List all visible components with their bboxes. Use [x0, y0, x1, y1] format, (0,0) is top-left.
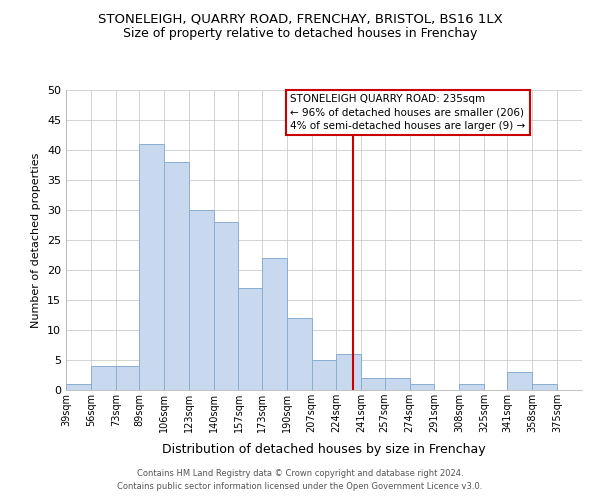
Bar: [238, 288, 262, 390]
Bar: [311, 360, 337, 390]
Bar: [262, 258, 287, 390]
Bar: [337, 354, 361, 390]
Bar: [66, 384, 91, 390]
Bar: [189, 210, 214, 390]
Bar: [164, 162, 189, 390]
Text: Size of property relative to detached houses in Frenchay: Size of property relative to detached ho…: [123, 28, 477, 40]
Bar: [508, 372, 532, 390]
Bar: [214, 222, 238, 390]
Text: STONELEIGH, QUARRY ROAD, FRENCHAY, BRISTOL, BS16 1LX: STONELEIGH, QUARRY ROAD, FRENCHAY, BRIST…: [98, 12, 502, 26]
X-axis label: Distribution of detached houses by size in Frenchay: Distribution of detached houses by size …: [162, 444, 486, 456]
Bar: [410, 384, 434, 390]
Bar: [532, 384, 557, 390]
Bar: [116, 366, 139, 390]
Bar: [385, 378, 410, 390]
Bar: [139, 144, 164, 390]
Bar: [459, 384, 484, 390]
Text: STONELEIGH QUARRY ROAD: 235sqm
← 96% of detached houses are smaller (206)
4% of : STONELEIGH QUARRY ROAD: 235sqm ← 96% of …: [290, 94, 526, 131]
Bar: [287, 318, 311, 390]
Text: Contains public sector information licensed under the Open Government Licence v3: Contains public sector information licen…: [118, 482, 482, 491]
Bar: [361, 378, 385, 390]
Bar: [91, 366, 116, 390]
Text: Contains HM Land Registry data © Crown copyright and database right 2024.: Contains HM Land Registry data © Crown c…: [137, 468, 463, 477]
Y-axis label: Number of detached properties: Number of detached properties: [31, 152, 41, 328]
